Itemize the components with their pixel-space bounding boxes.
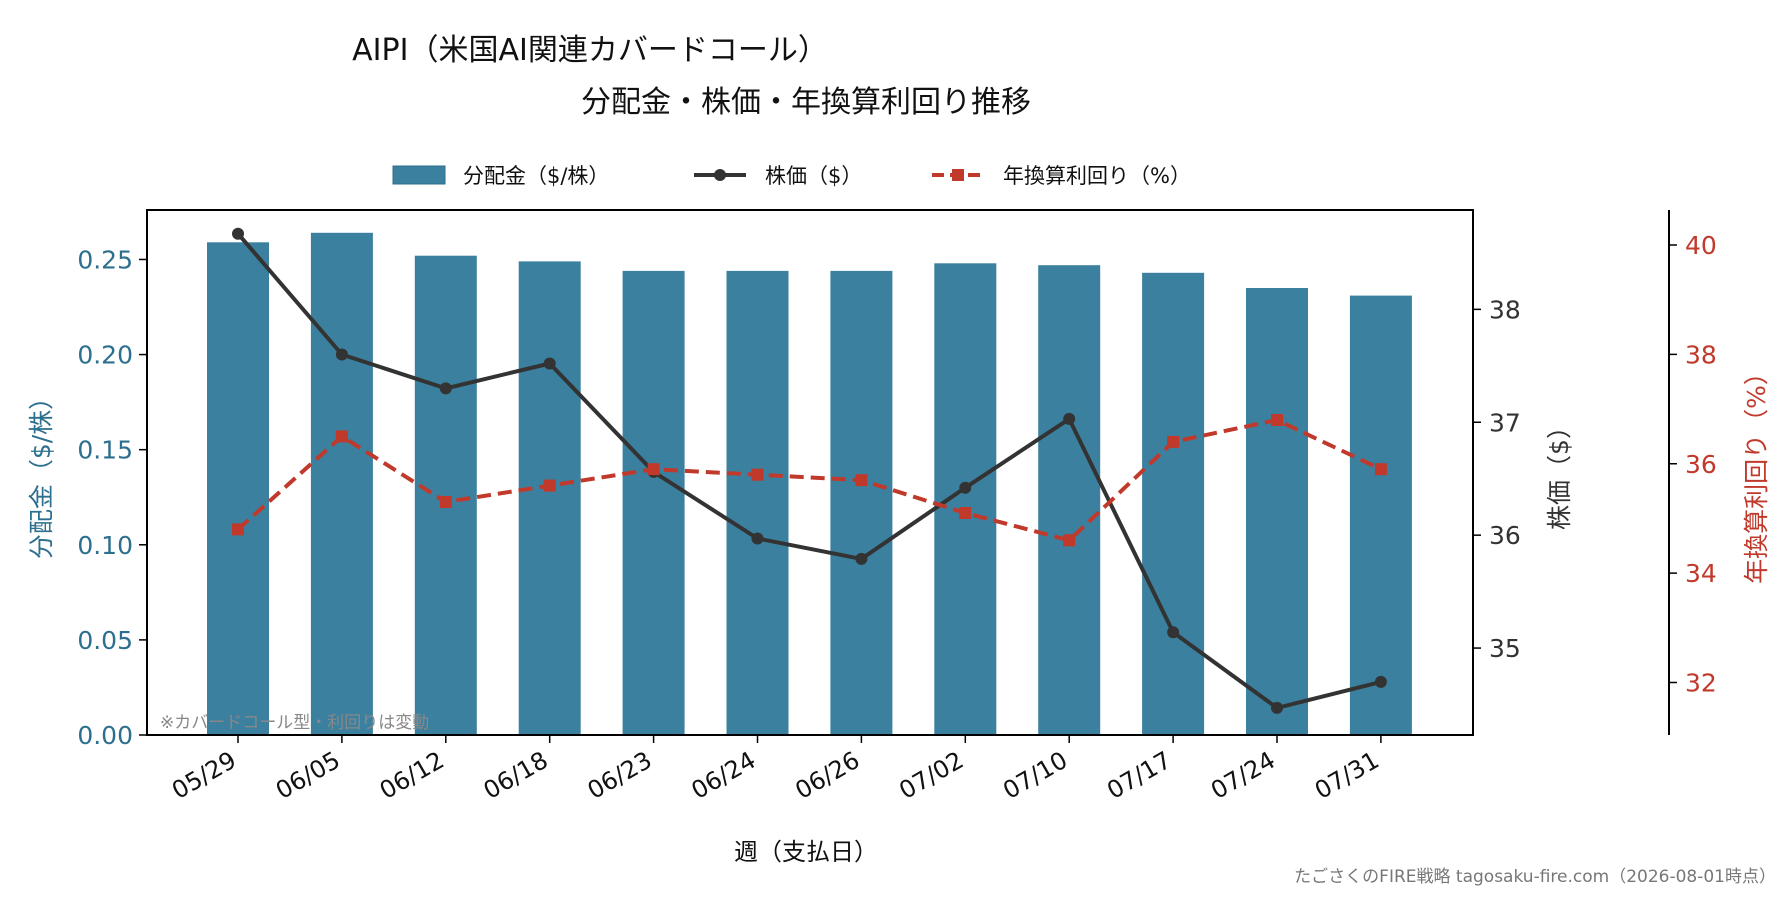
bar [518,261,581,735]
left-y-axis: 0.00 0.05 0.10 0.15 0.20 0.25 [77,245,147,750]
chart-annotation: ※カバードコール型・利回りは変動 [160,713,429,733]
mid-tick-label: 38 [1489,295,1521,324]
price-point [543,357,556,370]
left-tick-label: 0.15 [77,436,133,465]
price-point [439,382,452,395]
yield-line [236,417,1382,543]
left-tick-label: 0.00 [77,721,133,750]
price-line [236,232,1382,710]
bar [414,255,477,735]
legend-yield-marker [952,169,964,181]
bar [622,270,685,735]
price-series [232,227,1387,714]
right-tick-label: 38 [1685,340,1717,369]
price-point [855,552,868,565]
yield-series [232,414,1387,547]
price-point [1374,675,1387,688]
left-tick-label: 0.10 [77,531,133,560]
price-point [751,532,764,545]
x-tick-label: 07/10 [998,746,1072,805]
price-point [1063,412,1076,425]
x-tick-label: 07/31 [1310,746,1384,805]
legend: 分配金（$/株） 株価（$） 年換算利回り（%） [392,164,1191,188]
right-tick-label: 32 [1685,669,1717,698]
bar [830,270,893,735]
yield-point [751,468,764,481]
right-tick-label: 34 [1685,559,1717,588]
plot-frame [146,209,1474,736]
x-tick-label: 06/18 [479,746,553,805]
x-tick-label: 07/17 [1102,746,1176,805]
legend-bar-label: 分配金（$/株） [463,164,609,188]
bar [310,232,373,736]
x-tick-label: 06/23 [583,746,657,805]
bar-series [207,232,1412,736]
right-y-axis-label: 年換算利回り（%） [1742,360,1771,584]
chart-footer: たごさくのFIRE戦略 tagosaku-fire.com（2026-08-01… [1294,867,1776,887]
price-point [959,481,972,494]
price-point [232,227,244,240]
left-y-axis-label: 分配金（$/株） [27,385,56,559]
right-tick-label: 36 [1685,450,1717,479]
right-tick-label: 40 [1685,231,1717,260]
right-y-axis: 32 34 36 38 40 [1669,231,1717,698]
legend-price-label: 株価（$） [765,164,862,188]
legend-yield-label: 年換算利回り（%） [1003,164,1191,188]
yield-point [959,507,972,519]
price-point [1167,626,1180,639]
yield-point [647,463,660,476]
x-tick-label: 06/12 [375,746,449,805]
left-tick-label: 0.05 [77,626,133,655]
yield-point [439,496,452,508]
x-axis-label: 週（支払日） [734,838,878,866]
mid-y-axis-label: 株価（$） [1545,414,1574,530]
price-point [1271,701,1283,714]
bar [1246,288,1308,735]
price-point [335,348,348,361]
bar [207,242,269,736]
yield-point [1063,534,1076,547]
yield-point [232,523,244,536]
x-tick-label: 06/26 [790,746,864,805]
mid-y-axis: 35 36 37 38 [1473,295,1521,663]
x-tick-label: 07/24 [1206,746,1280,805]
chart-title-line2: 分配金・株価・年換算利回り推移 [581,85,1031,120]
mid-tick-label: 35 [1489,634,1521,663]
bar [1038,265,1101,735]
yield-point [1167,435,1180,448]
bar [1142,272,1205,735]
yield-point [1271,414,1283,426]
chart-title-line1: AIPI（米国AI関連カバードコール） [352,33,828,68]
yield-point [855,474,868,487]
yield-point [543,479,556,492]
bar [1349,295,1412,735]
left-tick-label: 0.20 [77,341,133,370]
x-axis: 05/29 06/05 06/12 06/18 06/23 06/24 06/26 07/02… [167,735,1384,805]
x-tick-label: 05/29 [167,746,241,805]
mid-tick-label: 37 [1489,408,1521,437]
x-tick-label: 06/05 [271,746,345,805]
bar [934,263,997,735]
x-tick-label: 07/02 [894,746,968,805]
bar [726,270,789,735]
x-tick-label: 06/24 [687,746,761,805]
mid-tick-label: 36 [1489,521,1521,550]
yield-point [335,430,348,443]
legend-price-marker [714,169,726,181]
left-tick-label: 0.25 [77,245,133,274]
legend-bar-swatch [392,165,446,185]
yield-point [1374,463,1387,476]
